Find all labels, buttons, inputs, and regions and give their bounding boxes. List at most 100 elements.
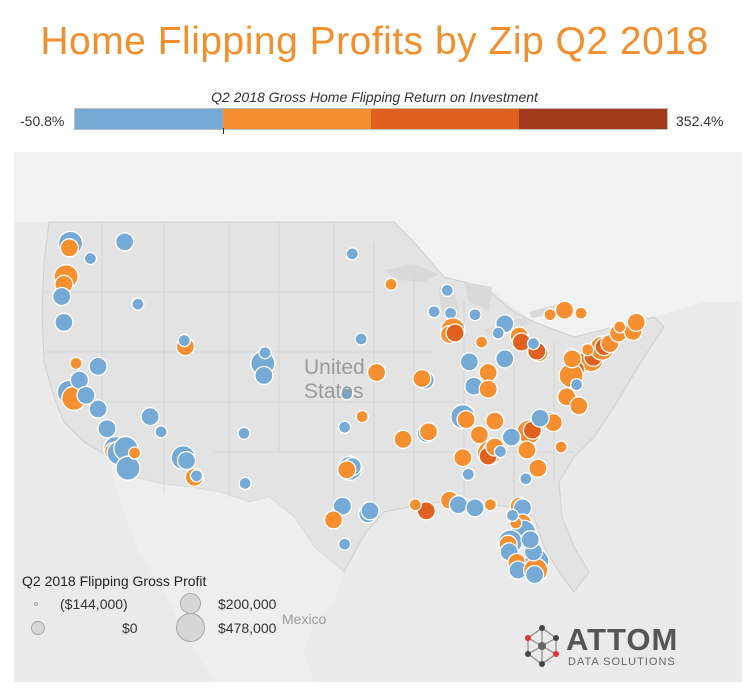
zip-dot[interactable] [88,399,108,419]
color-legend-segment-3 [519,109,667,129]
zip-dot[interactable] [76,385,96,405]
zip-dot[interactable] [355,409,369,424]
zip-dot[interactable] [97,419,117,439]
zip-dot[interactable] [456,409,476,430]
zip-dot[interactable] [332,496,353,516]
zip-dot[interactable] [59,238,80,258]
color-legend-segment-2 [371,109,519,129]
mexico-land [109,457,344,682]
zip-dot[interactable] [453,447,473,468]
zip-dot[interactable] [554,300,575,320]
zip-dot[interactable] [459,352,480,372]
chart-title: Home Flipping Profits by Zip Q2 2018 [40,20,709,63]
us-map[interactable]: United States Mexico [14,152,742,682]
zip-dot[interactable] [237,426,251,440]
zip-dot[interactable] [445,323,465,343]
zip-dot[interactable] [360,501,380,521]
zip-dot[interactable] [581,343,595,357]
zip-dot[interactable] [440,283,454,298]
zip-dot[interactable] [569,396,589,416]
zip-dot[interactable] [393,429,413,450]
lake-huron [464,282,492,310]
zip-dot[interactable] [83,251,98,266]
zip-dot[interactable] [154,425,168,439]
zip-dot[interactable] [337,460,357,480]
zip-dot[interactable] [176,450,197,471]
zip-dot[interactable] [258,346,272,360]
zip-dot[interactable] [177,333,191,348]
zip-dot[interactable] [384,277,398,291]
zip-dot[interactable] [501,427,522,447]
zip-dot[interactable] [519,472,533,486]
zip-dot[interactable] [493,444,508,459]
zip-dot[interactable] [495,349,515,369]
lake-superior [384,264,439,282]
zip-dot[interactable] [366,362,387,383]
zip-dot[interactable] [127,446,142,460]
zip-dot[interactable] [465,498,485,518]
zip-dot[interactable] [54,312,74,332]
zip-dot[interactable] [474,335,489,349]
size-legend-dot [34,602,38,606]
size-legend-label: $478,000 [218,620,277,636]
zip-dot[interactable] [554,440,568,454]
zip-dot[interactable] [418,422,439,442]
color-legend-ramp[interactable] [74,108,668,130]
zip-dot[interactable] [524,564,545,585]
color-legend-segment-1 [223,109,371,129]
zip-dot[interactable] [340,387,354,401]
zip-dot[interactable] [483,498,498,512]
color-legend-min: -50.8% [20,113,65,129]
map-label-united: United [304,356,365,379]
zip-dot[interactable] [461,467,475,481]
zip-dot[interactable] [528,458,548,478]
zip-dot[interactable] [69,356,83,371]
zip-dot[interactable] [238,476,252,491]
color-legend-segment-0 [75,109,223,129]
zip-dot[interactable] [427,305,441,319]
zip-dot[interactable] [526,336,541,351]
zip-dot[interactable] [485,411,505,431]
zip-dot[interactable] [131,297,145,311]
zip-dot[interactable] [468,308,482,322]
attom-network-icon [525,625,559,667]
zip-dot[interactable] [469,425,490,445]
zip-dot[interactable] [115,455,141,481]
size-legend-dot [179,592,201,614]
zip-dot[interactable] [448,495,469,515]
map-canvas[interactable]: United States Mexico [14,152,742,682]
color-legend-tick [223,128,224,134]
zip-dot[interactable] [517,440,537,460]
map-label-mexico: Mexico [282,611,327,627]
zip-dot[interactable] [478,362,498,383]
zip-dot[interactable] [543,308,557,322]
zip-dot[interactable] [323,510,344,530]
zip-dot[interactable] [337,537,352,551]
color-legend-max: 352.4% [676,113,724,129]
zip-dot[interactable] [520,530,540,550]
zip-dot[interactable] [254,365,274,386]
size-legend-dot [31,621,45,635]
zip-dot[interactable] [115,232,135,252]
zip-dot[interactable] [574,306,588,320]
zip-dot[interactable] [478,379,498,399]
zip-dot[interactable] [345,247,359,261]
zip-dot[interactable] [189,469,204,483]
zip-dot[interactable] [354,332,368,346]
zip-dot[interactable] [337,420,352,434]
zip-dot[interactable] [408,498,422,512]
zip-dot[interactable] [52,286,72,307]
zip-dot[interactable] [613,320,627,334]
zip-dot[interactable] [530,408,550,428]
zip-dot[interactable] [562,349,582,369]
zip-dot[interactable] [140,406,160,427]
zip-dot[interactable] [88,356,108,377]
attom-logo-name: ATTOM [566,622,679,657]
canada-land [14,152,742,337]
zip-dot[interactable] [412,368,432,389]
map-label-states: States [304,380,364,403]
zip-dot[interactable] [569,377,584,392]
zip-dot[interactable] [626,312,646,332]
zip-dot[interactable] [505,508,520,523]
zip-dot[interactable] [491,326,505,340]
